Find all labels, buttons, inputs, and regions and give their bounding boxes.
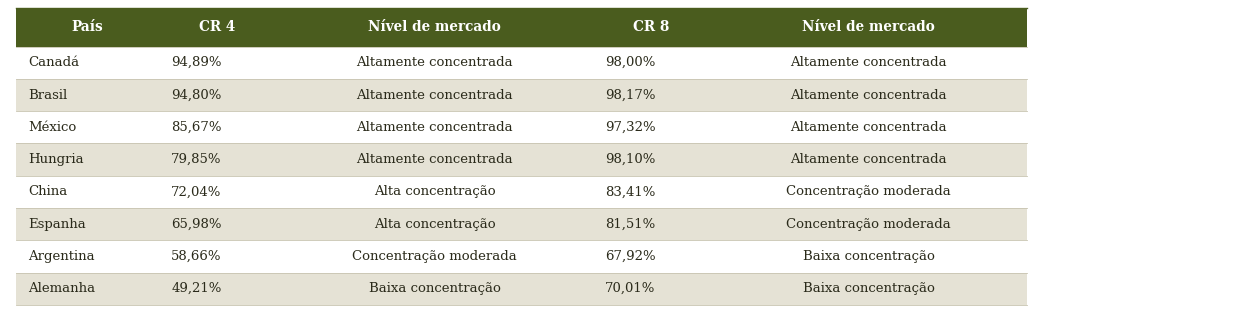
Text: Alta concentração: Alta concentração [373,185,496,198]
Bar [16,176,1027,208]
Text: 79,85%: 79,85% [171,153,222,166]
Text: Concentração moderada: Concentração moderada [352,250,517,263]
Text: 58,66%: 58,66% [171,250,222,263]
Text: Baixa concentração: Baixa concentração [368,282,501,295]
Bar [16,273,1027,305]
Text: Altamente concentrada: Altamente concentrada [356,89,513,101]
Text: Baixa concentração: Baixa concentração [802,250,935,263]
Text: Altamente concentrada: Altamente concentrada [356,121,513,134]
Text: Altamente concentrada: Altamente concentrada [790,89,947,101]
Text: 98,10%: 98,10% [605,153,656,166]
Text: Concentração moderada: Concentração moderada [786,185,951,198]
Text: Brasil: Brasil [29,89,68,101]
Text: 94,80%: 94,80% [171,89,222,101]
Text: México: México [29,121,77,134]
Text: Nível de mercado: Nível de mercado [368,21,501,34]
Text: 98,17%: 98,17% [605,89,656,101]
Text: 85,67%: 85,67% [171,121,222,134]
Text: Altamente concentrada: Altamente concentrada [356,153,513,166]
Text: 94,89%: 94,89% [171,56,222,69]
Text: 97,32%: 97,32% [605,121,656,134]
Text: China: China [29,185,68,198]
Bar [16,111,1027,143]
Bar [16,8,1027,47]
Text: 81,51%: 81,51% [605,218,656,230]
Text: Espanha: Espanha [29,218,87,230]
Text: 83,41%: 83,41% [605,185,656,198]
Text: País: País [72,21,103,34]
Text: CR 4: CR 4 [200,21,236,34]
Text: Altamente concentrada: Altamente concentrada [790,56,947,69]
Bar [16,208,1027,240]
Text: Altamente concentrada: Altamente concentrada [790,153,947,166]
Text: CR 8: CR 8 [634,21,670,34]
Text: Alemanha: Alemanha [29,282,95,295]
Bar [16,143,1027,176]
Text: 67,92%: 67,92% [605,250,656,263]
Bar [16,240,1027,273]
Text: 98,00%: 98,00% [605,56,656,69]
Text: 49,21%: 49,21% [171,282,222,295]
Text: Argentina: Argentina [29,250,95,263]
Text: Concentração moderada: Concentração moderada [786,218,951,230]
Bar [16,79,1027,111]
Text: Altamente concentrada: Altamente concentrada [356,56,513,69]
Text: Nível de mercado: Nível de mercado [802,21,935,34]
Text: 70,01%: 70,01% [605,282,656,295]
Text: Hungria: Hungria [29,153,84,166]
Text: Baixa concentração: Baixa concentração [802,282,935,295]
Text: 72,04%: 72,04% [171,185,222,198]
Text: Alta concentração: Alta concentração [373,218,496,230]
Text: 65,98%: 65,98% [171,218,222,230]
Bar [16,47,1027,79]
Text: Altamente concentrada: Altamente concentrada [790,121,947,134]
Text: Canadá: Canadá [29,56,79,69]
